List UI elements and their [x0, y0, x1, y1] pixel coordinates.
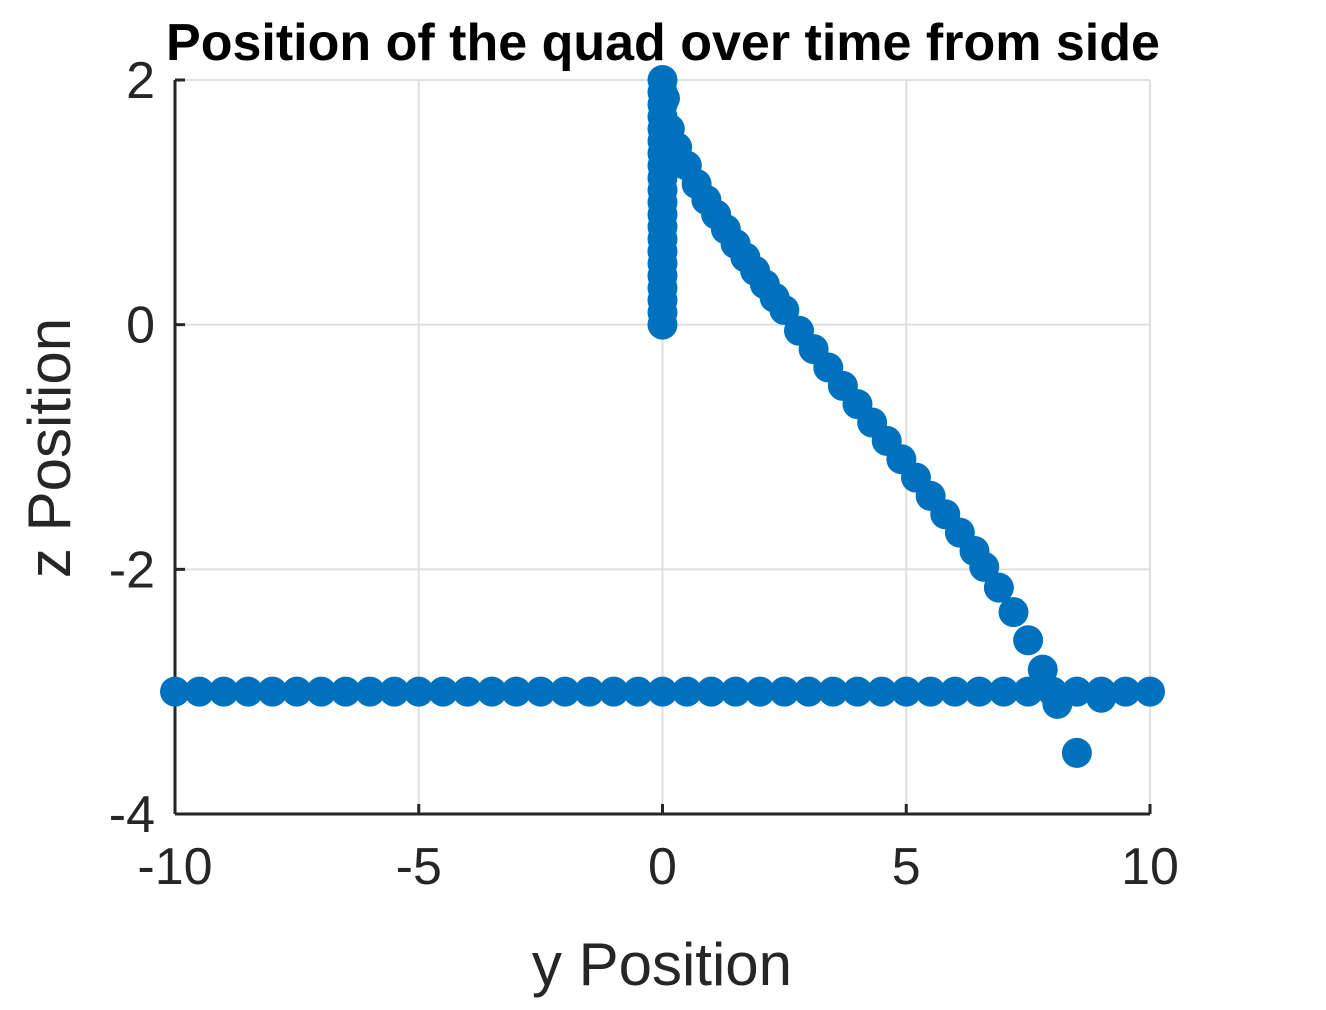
data-point: [501, 676, 532, 707]
data-point: [866, 676, 897, 707]
data-point: [745, 676, 775, 707]
data-point: [940, 676, 970, 707]
data-point: [281, 676, 312, 707]
data-point: [403, 676, 434, 707]
x-tick-label: 0: [648, 838, 677, 896]
data-point: [1061, 676, 1092, 707]
y-tick-label: 2: [126, 52, 155, 110]
data-point: [428, 676, 459, 707]
data-point: [598, 676, 629, 707]
data-point: [379, 676, 410, 707]
data-point: [623, 676, 654, 707]
y-tick-label: -4: [109, 786, 155, 844]
data-point: [330, 676, 361, 707]
x-axis-label: y Position: [532, 931, 792, 998]
data-point: [574, 676, 605, 707]
data-point: [915, 676, 946, 707]
data-point: [1086, 676, 1117, 707]
data-point: [969, 551, 1000, 582]
data-point: [525, 676, 556, 707]
ticks: -10 -5 0 5 10 -4 -2 0 2: [109, 52, 1179, 896]
data-point: [818, 676, 849, 707]
data-point: [793, 676, 824, 707]
data-point: [233, 676, 264, 707]
data-point: [647, 676, 678, 707]
data-point: [983, 572, 1014, 603]
data-point: [160, 676, 190, 707]
data-point: [1013, 625, 1044, 656]
y-axis-label: z Position: [16, 318, 83, 578]
data-point: [1110, 676, 1141, 707]
data-point: [257, 676, 288, 707]
data-point: [208, 676, 239, 707]
data-points: [160, 65, 1165, 768]
x-tick-label: 10: [1121, 838, 1179, 896]
data-point: [306, 676, 337, 707]
data-point: [998, 597, 1029, 628]
x-tick-label: -10: [137, 838, 212, 896]
chart-title: Position of the quad over time from side: [166, 14, 1160, 72]
y-tick-label: 0: [126, 297, 155, 355]
data-point: [671, 676, 702, 707]
data-point: [964, 676, 995, 707]
y-tick-label: -2: [109, 541, 155, 599]
data-point: [1037, 676, 1068, 707]
data-point: [1061, 737, 1092, 768]
data-point: [1135, 676, 1165, 707]
data-point: [184, 676, 215, 707]
data-point: [988, 676, 1019, 707]
x-tick-label: -5: [396, 838, 442, 896]
data-point: [891, 676, 922, 707]
data-point: [769, 676, 800, 707]
data-point: [842, 676, 873, 707]
data-point: [452, 676, 483, 707]
data-point: [550, 676, 580, 707]
data-point: [696, 676, 727, 707]
data-point: [720, 676, 751, 707]
data-point: [476, 676, 507, 707]
data-point: [649, 83, 680, 114]
data-point: [1013, 676, 1044, 707]
data-point: [355, 676, 385, 707]
data-point: [769, 294, 800, 325]
x-tick-label: 5: [892, 838, 921, 896]
